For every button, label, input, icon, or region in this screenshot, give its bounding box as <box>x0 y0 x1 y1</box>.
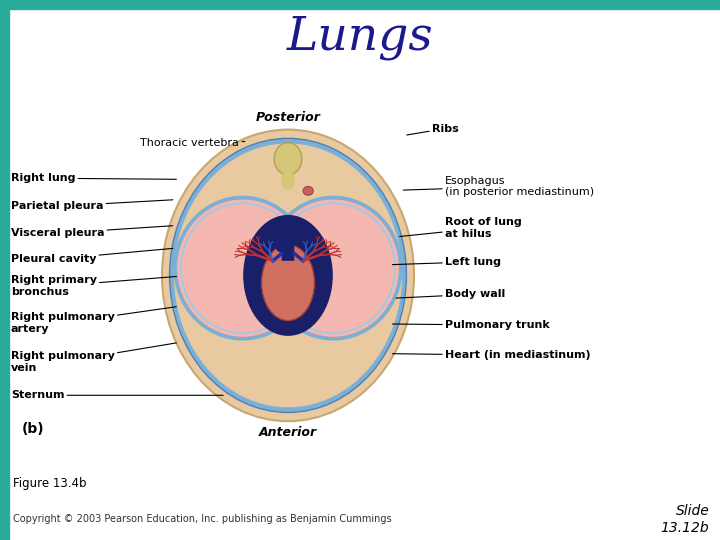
Text: Ribs: Ribs <box>407 124 459 135</box>
Text: Thoracic vertebra: Thoracic vertebra <box>140 138 245 148</box>
Text: Anterior: Anterior <box>259 426 317 438</box>
Text: Right pulmonary
vein: Right pulmonary vein <box>11 343 176 373</box>
Text: Figure 13.4b: Figure 13.4b <box>13 477 86 490</box>
Text: Right lung: Right lung <box>11 173 176 183</box>
Text: Posterior: Posterior <box>256 111 320 124</box>
Ellipse shape <box>303 186 313 195</box>
Ellipse shape <box>274 143 302 175</box>
Ellipse shape <box>276 234 288 252</box>
Text: Right primary
bronchus: Right primary bronchus <box>11 275 176 297</box>
Text: Left lung: Left lung <box>392 257 501 267</box>
Ellipse shape <box>343 164 359 177</box>
Text: Copyright © 2003 Pearson Education, Inc. publishing as Benjamin Cummings: Copyright © 2003 Pearson Education, Inc.… <box>13 515 392 524</box>
Text: Esophagus
(in posterior mediastinum): Esophagus (in posterior mediastinum) <box>403 176 594 197</box>
Ellipse shape <box>244 215 332 335</box>
Text: Parietal pleura: Parietal pleura <box>11 200 173 211</box>
Ellipse shape <box>282 172 294 190</box>
Ellipse shape <box>282 400 294 408</box>
Ellipse shape <box>162 130 414 421</box>
Text: (b): (b) <box>22 422 44 436</box>
Ellipse shape <box>176 199 309 338</box>
Text: Heart (in mediastinum): Heart (in mediastinum) <box>392 350 590 360</box>
FancyArrow shape <box>281 226 296 261</box>
Ellipse shape <box>174 144 402 407</box>
Text: Right pulmonary
artery: Right pulmonary artery <box>11 307 176 334</box>
Ellipse shape <box>261 245 315 321</box>
Text: Slide
13.12b: Slide 13.12b <box>660 504 709 535</box>
Text: Visceral pleura: Visceral pleura <box>11 226 173 238</box>
Text: Lungs: Lungs <box>287 15 433 60</box>
Bar <box>0 9 9 540</box>
Text: Sternum: Sternum <box>11 390 223 400</box>
Ellipse shape <box>170 138 406 413</box>
Ellipse shape <box>217 164 233 177</box>
Text: Body wall: Body wall <box>396 289 505 299</box>
Text: Pulmonary trunk: Pulmonary trunk <box>392 320 549 330</box>
Text: Pleural cavity: Pleural cavity <box>11 248 173 264</box>
Bar <box>0 0 720 9</box>
Text: Root of lung
at hilus: Root of lung at hilus <box>400 217 522 239</box>
Ellipse shape <box>267 199 400 338</box>
